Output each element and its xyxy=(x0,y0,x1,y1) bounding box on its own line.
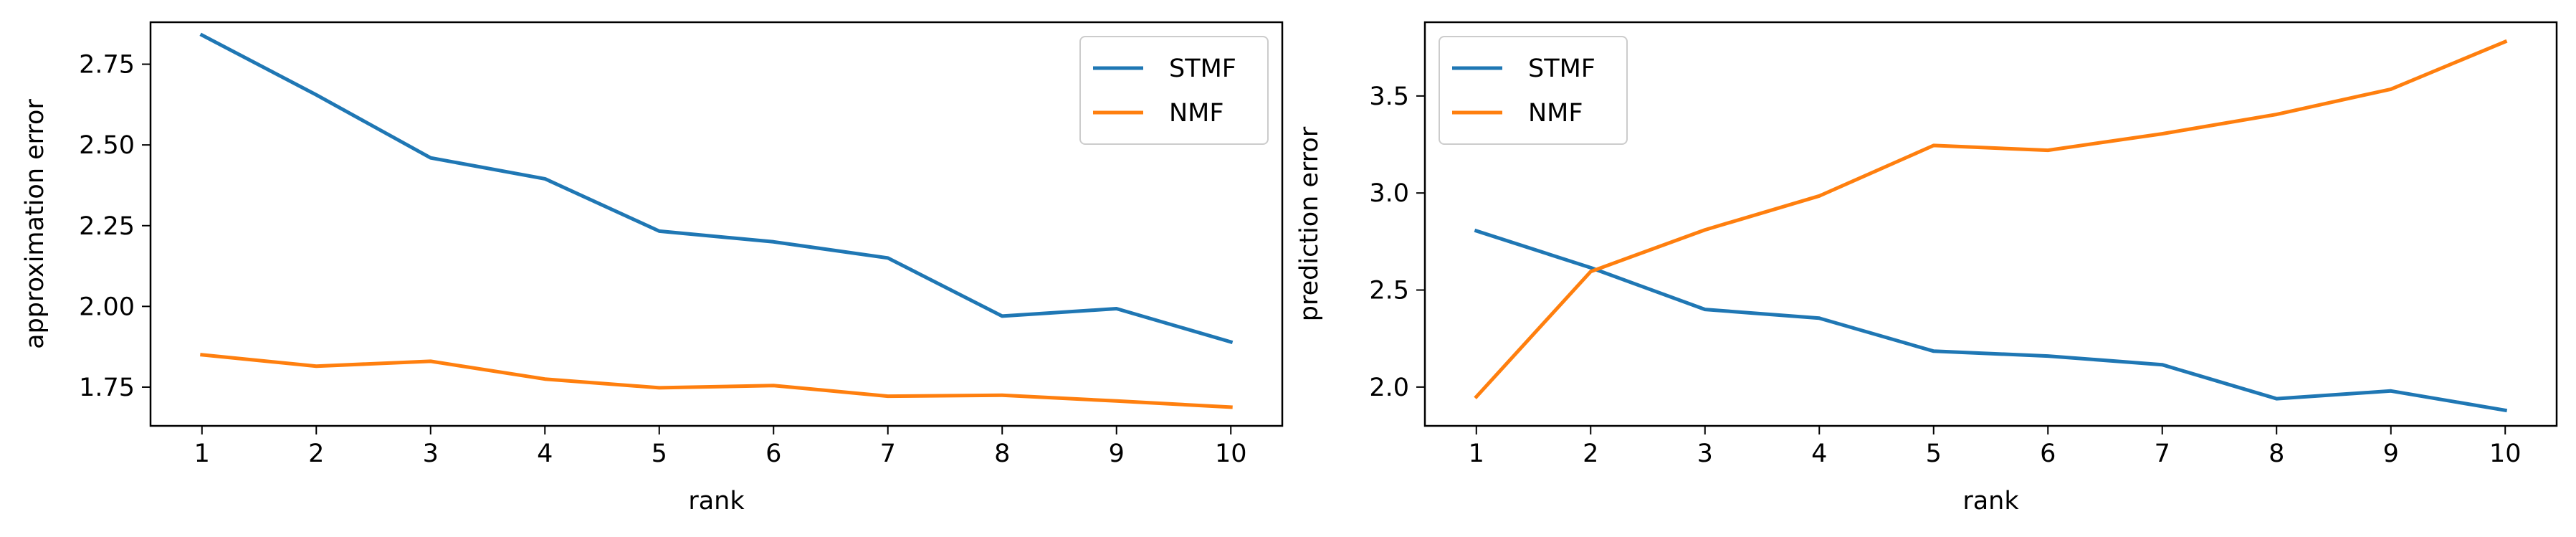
legend-label-stmf: STMF xyxy=(1169,54,1236,83)
x-tick-label: 3 xyxy=(1697,439,1713,468)
x-tick-label: 10 xyxy=(2489,439,2522,468)
x-tick-label: 2 xyxy=(308,439,324,468)
series-line-stmf xyxy=(1474,228,2508,413)
x-tick-label: 7 xyxy=(880,439,896,468)
chart-panel-2: 1 2 3 4 5 6 7 8 9 10 2.0 2.5 3.0 3.5 rank prediction er… xyxy=(1295,21,2558,515)
y-tick-label: 3.5 xyxy=(1369,82,1409,111)
x-tick-label: 5 xyxy=(1926,439,1942,468)
legend-box xyxy=(1079,36,1269,145)
y-axis-label: prediction error xyxy=(1295,126,1324,321)
legend: STMF NMF xyxy=(1079,36,1269,145)
y-tick-label: 2.75 xyxy=(79,51,135,80)
legend-label-stmf: STMF xyxy=(1528,54,1595,83)
legend-box xyxy=(1439,36,1628,145)
x-tick-label: 10 xyxy=(1215,439,1247,468)
x-tick-label: 4 xyxy=(537,439,553,468)
x-tick-label: 7 xyxy=(2155,439,2170,468)
y-tick-label: 2.0 xyxy=(1369,374,1409,402)
y-tick-label: 2.25 xyxy=(79,212,135,241)
plot-frame xyxy=(1423,21,2558,427)
legend-label-nmf: NMF xyxy=(1528,99,1583,128)
x-axis-label: rank xyxy=(688,487,745,515)
y-tick-label: 2.00 xyxy=(79,293,135,321)
x-tick-label: 8 xyxy=(994,439,1010,468)
x-tick-label: 2 xyxy=(1583,439,1598,468)
x-tick-label: 9 xyxy=(1109,439,1125,468)
y-tick-label: 2.5 xyxy=(1369,277,1409,305)
series-line-nmf xyxy=(1474,39,2508,399)
series-line-stmf xyxy=(199,32,1234,344)
x-tick-label: 5 xyxy=(652,439,667,468)
y-axis-label: approximation error xyxy=(21,99,49,349)
x-tick-label: 3 xyxy=(423,439,439,468)
y-tick-label: 2.50 xyxy=(79,131,135,160)
x-tick-label: 6 xyxy=(765,439,781,468)
legend: STMF NMF xyxy=(1439,36,1628,145)
x-tick-label: 1 xyxy=(194,439,210,468)
x-tick-label: 8 xyxy=(2269,439,2284,468)
x-tick-label: 4 xyxy=(1811,439,1827,468)
legend-label-nmf: NMF xyxy=(1169,99,1224,128)
plot-frame xyxy=(149,21,1284,427)
x-tick-label: 1 xyxy=(1469,439,1484,468)
y-tick-label: 1.75 xyxy=(79,374,135,402)
y-tick-label: 3.0 xyxy=(1369,179,1409,208)
series-line-nmf xyxy=(200,353,1233,409)
x-tick-label: 9 xyxy=(2383,439,2399,468)
x-tick-label: 6 xyxy=(2040,439,2056,468)
chart-panel-1: 1 2 3 4 5 6 7 8 9 10 1.75 2.00 2.25 2.50 2.75 rank appro… xyxy=(21,21,1284,515)
x-axis-label: rank xyxy=(1962,487,2019,515)
